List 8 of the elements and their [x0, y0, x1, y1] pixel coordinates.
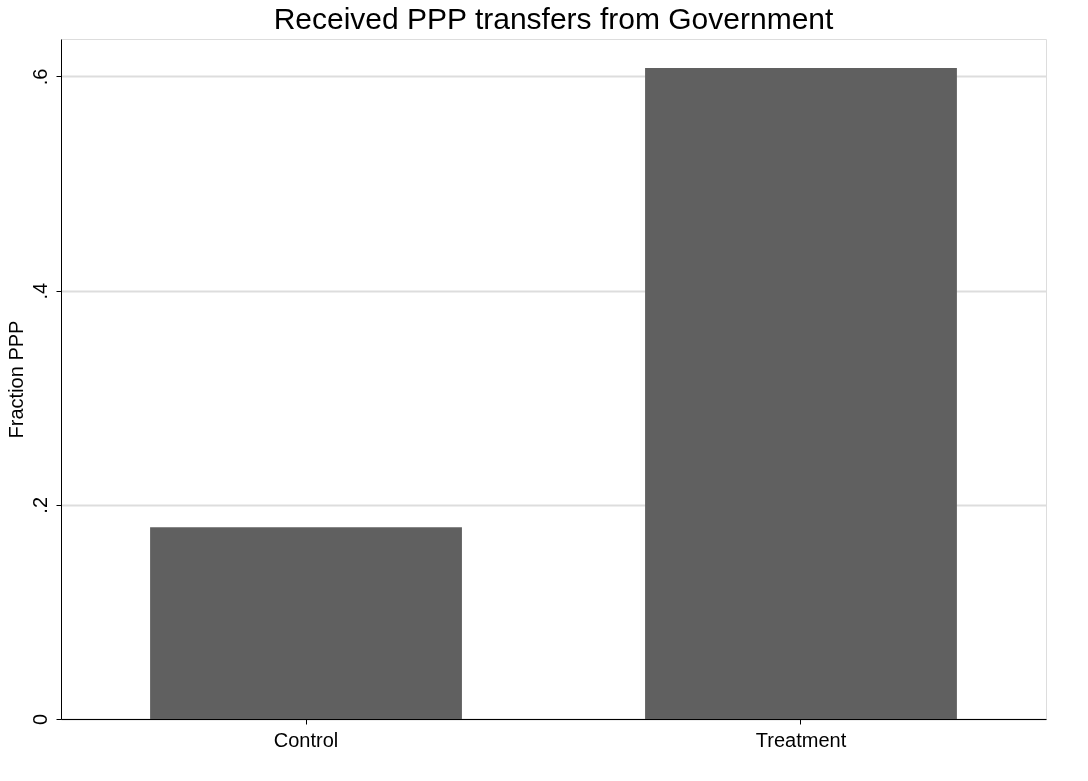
x-tick-label: Control — [273, 728, 339, 751]
x-tick-label: Treatment — [755, 728, 847, 751]
y-tick-label: .6 — [28, 68, 51, 86]
y-tick-label: .4 — [28, 282, 51, 300]
y-axis-title: Fraction PPP — [4, 320, 27, 439]
y-tick-label: .2 — [28, 496, 51, 514]
chart-title: Received PPP transfers from Government — [273, 2, 834, 35]
y-tick-label: 0 — [28, 713, 51, 726]
